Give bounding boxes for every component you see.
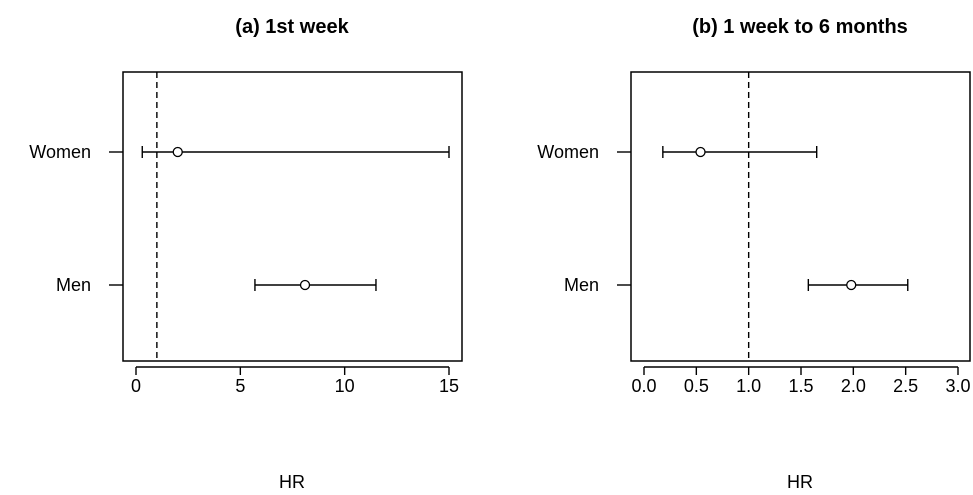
- x-tick-label: 0.0: [631, 376, 656, 396]
- plot-marks: 0 5 10 15 Women Men: [29, 72, 459, 396]
- panel-1-week-to-6-months: (b) 1 week to 6 months HR 0.0 0.5 1.0 1.5 2.…: [537, 16, 971, 492]
- x-tick-label: 0.5: [684, 376, 709, 396]
- panel-title: (a) 1st week: [235, 16, 349, 38]
- x-tick-label: 15: [439, 376, 459, 396]
- x-tick-label: 2.5: [893, 376, 918, 396]
- point-estimate: [172, 146, 183, 158]
- category-label: Men: [56, 275, 91, 295]
- panel-title: (b) 1 week to 6 months: [692, 16, 908, 38]
- point-estimate: [846, 279, 857, 291]
- x-axis-title: HR: [787, 472, 813, 492]
- plot-frame: [630, 71, 971, 362]
- point-estimate: [695, 146, 706, 158]
- x-tick-label: 2.0: [841, 376, 866, 396]
- x-tick-label: 1.5: [788, 376, 813, 396]
- x-tick-label: 1.0: [736, 376, 761, 396]
- category-label: Women: [29, 142, 91, 162]
- plot-frame: [122, 71, 463, 362]
- x-axis-title: HR: [279, 472, 305, 492]
- x-tick-label: 10: [335, 376, 355, 396]
- x-tick-label: 0: [131, 376, 141, 396]
- x-tick-label: 5: [235, 376, 245, 396]
- plot-marks: 0.0 0.5 1.0 1.5 2.0 2.5 3.0 Women Men: [537, 72, 971, 396]
- category-label: Men: [564, 275, 599, 295]
- panel-1st-week: (a) 1st week HR 0 5 10 15 Women Men: [29, 16, 463, 492]
- category-label: Women: [537, 142, 599, 162]
- x-tick-label: 3.0: [945, 376, 970, 396]
- point-estimate: [299, 279, 311, 291]
